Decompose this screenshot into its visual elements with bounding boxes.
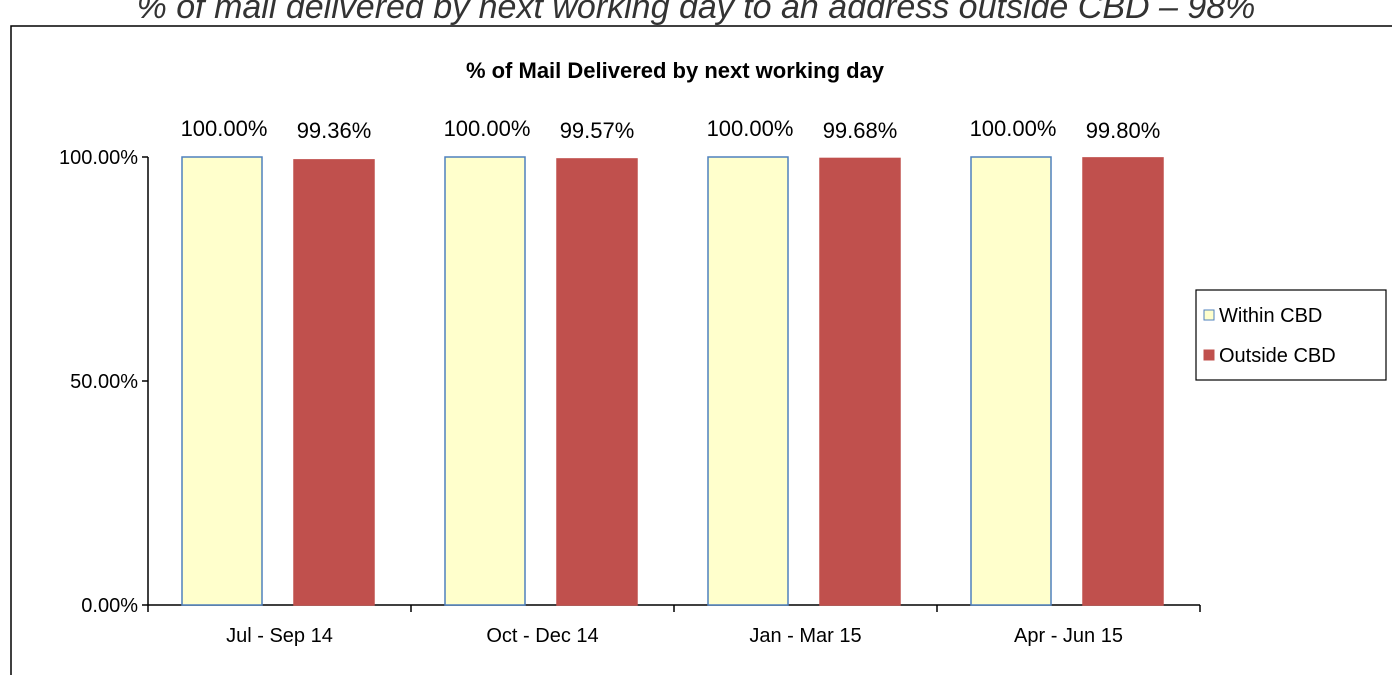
value-label: 100.00%	[707, 116, 794, 141]
value-label: 99.80%	[1086, 118, 1161, 143]
page-header: % of mail delivered by next working day …	[137, 0, 1256, 26]
chart-title: % of Mail Delivered by next working day	[466, 58, 885, 83]
legend-swatch	[1203, 309, 1215, 321]
bar	[444, 156, 526, 606]
legend-box	[1195, 289, 1387, 381]
value-label: 99.57%	[560, 118, 635, 143]
value-label: 100.00%	[444, 116, 531, 141]
bar	[970, 156, 1052, 606]
value-label: 100.00%	[181, 116, 268, 141]
x-tick-label: Oct - Dec 14	[486, 625, 598, 647]
x-tick-label: Jan - Mar 15	[749, 625, 861, 647]
y-tick-label: 0.00%	[81, 595, 138, 617]
bar	[707, 156, 789, 606]
bar	[1082, 157, 1164, 606]
x-tick-label: Apr - Jun 15	[1014, 625, 1123, 647]
value-label: 99.68%	[823, 118, 898, 143]
legend-label: Outside CBD	[1219, 345, 1336, 367]
chart-frame	[10, 25, 1392, 675]
value-label: 100.00%	[970, 116, 1057, 141]
value-label: 99.36%	[297, 118, 372, 143]
bar	[181, 156, 263, 606]
x-tick-label: Jul - Sep 14	[226, 625, 333, 647]
bar	[293, 159, 375, 606]
legend-swatch	[1203, 349, 1215, 361]
y-tick-label: 100.00%	[59, 147, 138, 169]
y-tick-label: 50.00%	[70, 371, 138, 393]
legend-label: Within CBD	[1219, 305, 1322, 327]
bar	[819, 157, 901, 606]
bar	[556, 158, 638, 606]
